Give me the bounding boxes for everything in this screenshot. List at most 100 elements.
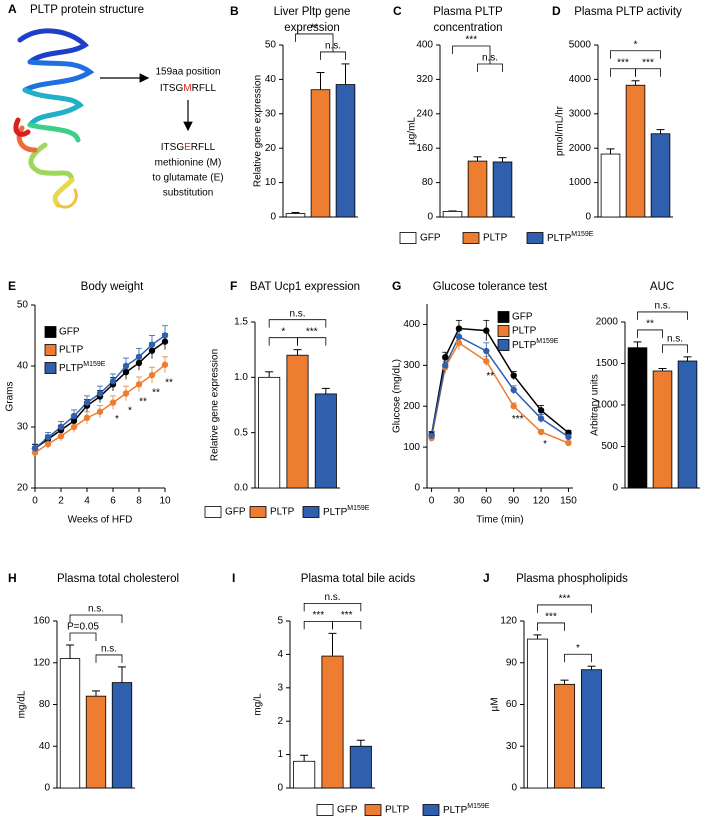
- error-bar: [356, 739, 365, 747]
- description: methionine (M): [155, 158, 222, 169]
- significance-label: **: [646, 319, 654, 330]
- significance-label: ***: [617, 57, 629, 68]
- error-bar: [587, 665, 596, 670]
- point: [565, 433, 572, 441]
- protein-panel: A PLTP protein structure 159aa position …: [8, 2, 224, 209]
- x-tick-label: 90: [508, 496, 520, 507]
- y-tick-label: 1.0: [234, 372, 248, 383]
- y-tick-label: 0: [277, 783, 283, 794]
- y-axis-label: Glucose (mg/dL): [392, 359, 403, 433]
- bar: [553, 683, 576, 789]
- chart: I Plasma total bile acids mg/L 0 1 2 3 4 5 *** ***…: [232, 571, 440, 816]
- error-bar: [66, 644, 74, 659]
- legend-label: PLTP: [270, 507, 295, 518]
- y-axis-label: mg/L: [253, 693, 264, 716]
- point: [537, 407, 545, 414]
- error-bar: [633, 341, 642, 348]
- sequence-residue: E: [184, 142, 191, 153]
- bar: [286, 354, 309, 489]
- error-bar: [265, 371, 274, 378]
- chart-title: Plasma PLTP: [433, 6, 503, 18]
- point: [57, 423, 65, 431]
- y-tick-label: 80: [39, 699, 51, 710]
- chart-title: Plasma PLTP activity: [574, 6, 682, 18]
- point: [455, 339, 463, 347]
- y-tick-label: 240: [416, 108, 433, 119]
- y-tick-label: 0: [414, 483, 420, 494]
- y-tick-label: 3000: [569, 108, 592, 119]
- y-tick-label: 0: [427, 212, 433, 223]
- significance-bracket: n.s.: [95, 644, 123, 663]
- y-tick-label: 0: [511, 783, 517, 794]
- bar: [349, 745, 372, 789]
- x-tick-label: 120: [533, 496, 550, 507]
- x-tick-label: 4: [84, 496, 90, 507]
- y-tick-label: 3: [277, 682, 283, 693]
- chart-title: Glucose tolerance test: [433, 281, 548, 293]
- legend-label: PLTPM159E: [59, 361, 106, 374]
- y-axis-label: Arbitrary units: [590, 374, 601, 436]
- bar: [526, 638, 549, 789]
- chart-title: Plasma total bile acids: [301, 573, 416, 585]
- x-tick-label: 8: [136, 496, 142, 507]
- y-tick-label: 100: [403, 442, 420, 453]
- y-tick-label: 120: [500, 616, 517, 627]
- y-tick-label: 500: [601, 441, 618, 452]
- y-tick-label: 1.5: [234, 317, 248, 328]
- legend-swatch: [302, 506, 320, 518]
- bracket-line: [537, 622, 565, 631]
- point: [161, 332, 169, 339]
- x-tick-label: 150: [560, 496, 577, 507]
- bracket-line: [564, 653, 592, 663]
- label-superscript: M159E: [347, 505, 370, 512]
- label-superscript: M159E: [536, 338, 559, 345]
- y-tick-label: 30: [17, 422, 29, 433]
- error-bar: [321, 387, 330, 394]
- point: [455, 325, 463, 332]
- y-tick-label: 0: [44, 783, 50, 794]
- significance-bracket: P=0.05: [67, 622, 99, 642]
- bar: [677, 360, 698, 489]
- point: [96, 390, 104, 397]
- panel-title: PLTP protein structure: [30, 4, 144, 16]
- significance-label: *: [634, 39, 638, 50]
- chart: H Plasma total cholesterol mg/dL 0 40 80 120 16…: [8, 571, 179, 793]
- error-bar: [473, 156, 482, 162]
- chart: E Body weight Grams 20 30 40 50 0 2 4 6 8 10 Weeks of…: [5, 279, 173, 525]
- bar: [59, 658, 81, 789]
- y-tick-label: 0: [612, 483, 618, 494]
- y-tick-label: 160: [416, 143, 433, 154]
- significance-bracket: ***: [610, 57, 636, 77]
- legend-label: GFP: [420, 233, 441, 244]
- bar: [625, 84, 646, 218]
- mutant-sequence: ITSGERFLL: [161, 142, 216, 153]
- legend-label: PLTPM159E: [443, 803, 490, 816]
- legend-swatch: [44, 326, 57, 338]
- y-tick-label: 80: [422, 177, 434, 188]
- chart-title: Liver Pltp gene: [274, 6, 351, 18]
- legend-swatch: [399, 232, 417, 244]
- point: [510, 386, 517, 394]
- error-bar: [293, 349, 302, 356]
- point: [122, 362, 130, 370]
- legend-label: PLTP: [385, 805, 410, 816]
- y-tick-label: 400: [416, 40, 433, 51]
- label-name: PLTP: [547, 233, 572, 244]
- legend-swatch: [422, 804, 440, 816]
- description: substitution: [163, 188, 214, 199]
- error-bar: [656, 129, 665, 134]
- error-bar: [498, 157, 507, 162]
- significance-bracket: n.s.: [303, 592, 362, 612]
- bar: [650, 133, 671, 218]
- significance-label: ***: [306, 326, 318, 337]
- point: [135, 353, 143, 361]
- significance-label: n.s.: [667, 334, 683, 345]
- significance-label: n.s.: [101, 644, 117, 655]
- x-tick-label: 0: [429, 496, 435, 507]
- y-tick-label: 1500: [596, 358, 619, 369]
- significance-bracket: **: [295, 23, 334, 52]
- point: [122, 368, 130, 376]
- y-tick-label: 1: [277, 749, 283, 760]
